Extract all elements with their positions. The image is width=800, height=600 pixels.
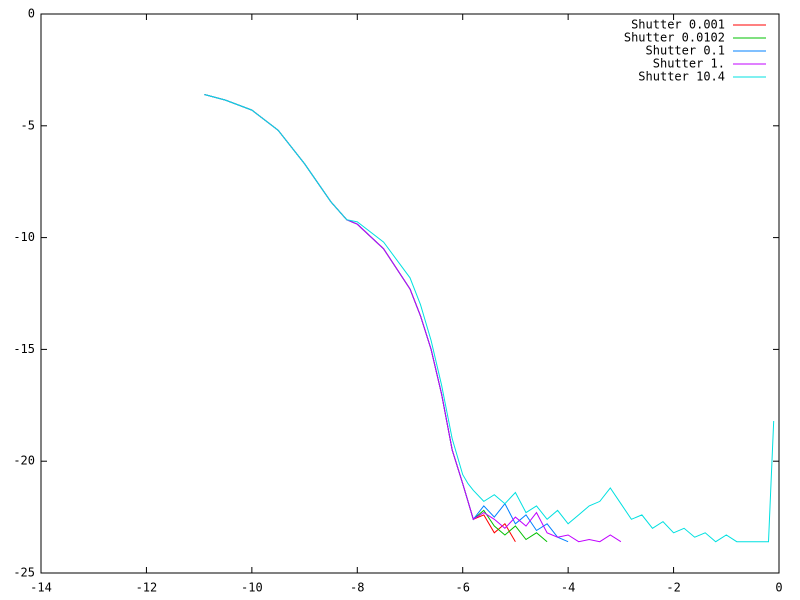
series-line [204,94,775,543]
y-tick-label: -20 [13,454,35,468]
y-tick-label: -5 [21,118,35,132]
x-tick-label: -10 [241,581,263,595]
series-line [204,94,516,542]
legend-label: Shutter 0.001 [631,18,725,32]
series-line [204,94,569,543]
plot-frame [40,13,780,574]
series-line [204,94,548,543]
x-tick-label: -2 [666,581,680,595]
x-tick-label: 0 [775,581,782,595]
y-tick-label: 0 [28,7,35,21]
series-line [204,94,622,543]
x-tick-label: -6 [455,581,469,595]
x-tick-label: -4 [561,581,575,595]
x-tick-label: -14 [30,581,52,595]
y-tick-label: -25 [13,566,35,580]
y-tick-label: -10 [13,230,35,244]
x-tick-label: -8 [350,581,364,595]
x-tick-label: -12 [136,581,158,595]
y-tick-label: -15 [13,342,35,356]
legend-label: Shutter 0.0102 [624,31,725,45]
legend-label: Shutter 1. [653,57,725,71]
legend-label: Shutter 0.1 [646,44,725,58]
legend-label: Shutter 10.4 [638,70,725,84]
